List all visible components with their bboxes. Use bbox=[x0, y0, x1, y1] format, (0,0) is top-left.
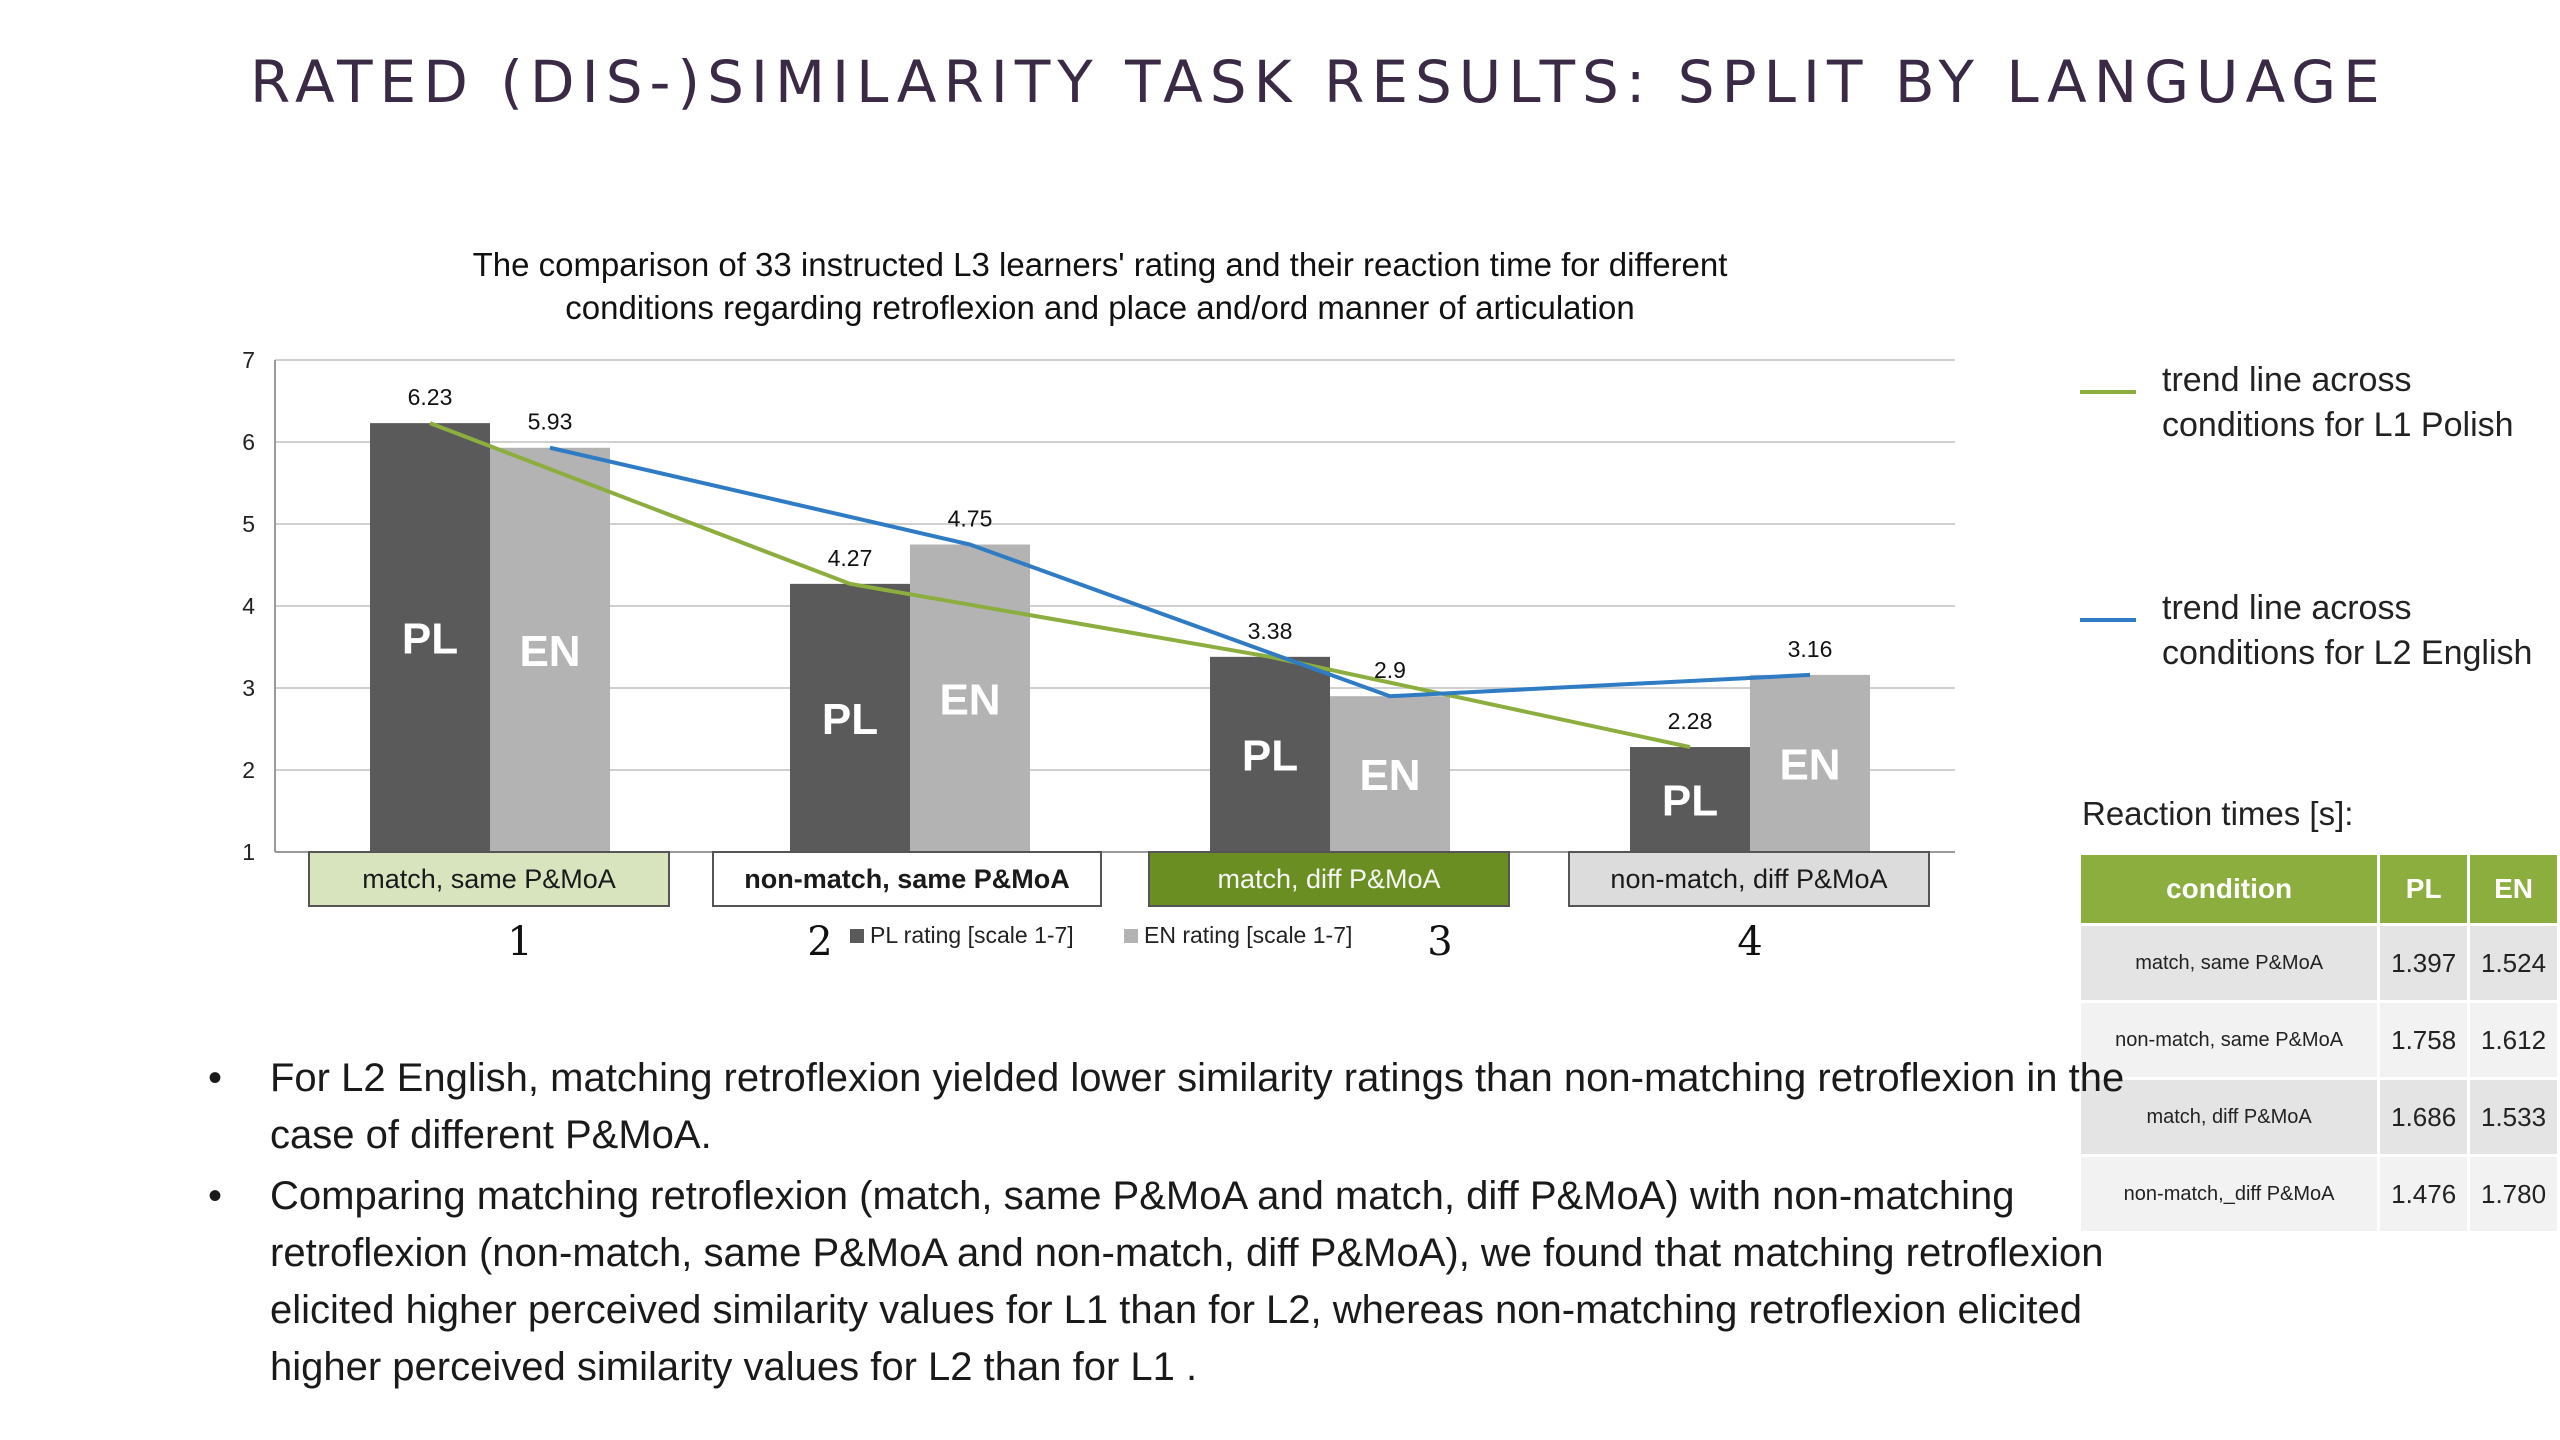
condition-box-3: match, diff P&MoA bbox=[1148, 851, 1510, 907]
findings-list: For L2 English, matching retroflexion yi… bbox=[200, 1050, 2150, 1400]
bar-text-pl-3: PL bbox=[1242, 731, 1298, 780]
trend-legend-en-text: trend line across conditions for L2 Engl… bbox=[2162, 589, 2533, 672]
rt-pl: 1.758 bbox=[2380, 1003, 2468, 1077]
reaction-times-table: condition PL EN match, same P&MoA 1.397 … bbox=[2078, 852, 2560, 1234]
header-pl: PL bbox=[2380, 855, 2468, 923]
bars bbox=[370, 423, 1870, 852]
y-tick-label-7: 7 bbox=[242, 347, 255, 373]
condition-box-1: match, same P&MoA bbox=[308, 851, 670, 907]
rt-en: 1.780 bbox=[2470, 1157, 2557, 1231]
y-tick-label-2: 2 bbox=[242, 757, 255, 783]
bar-pl-2 bbox=[790, 583, 910, 852]
trend-swatch-pl bbox=[2080, 390, 2136, 394]
value-label-en-4: 3.16 bbox=[1788, 636, 1833, 662]
y-tick-label-4: 4 bbox=[242, 593, 255, 619]
trend-swatch-en bbox=[2080, 618, 2136, 622]
condition-label-1: match, same P&MoA bbox=[362, 863, 616, 894]
bar-pl-4 bbox=[1630, 747, 1750, 852]
bar-text-pl-1: PL bbox=[402, 615, 458, 664]
bar-text-pl-2: PL bbox=[822, 695, 878, 744]
rt-en: 1.524 bbox=[2470, 926, 2557, 1000]
trend-legend-pl-text: trend line across conditions for L1 Poli… bbox=[2162, 361, 2514, 444]
trend-line-pl bbox=[429, 421, 1691, 749]
x-axis-categories: 1 2 3 4 bbox=[507, 919, 1762, 965]
table-row: non-match, same P&MoA 1.758 1.612 bbox=[2081, 1003, 2557, 1077]
value-label-pl-4: 2.28 bbox=[1668, 708, 1713, 734]
table-row: non-match,_diff P&MoA 1.476 1.780 bbox=[2081, 1157, 2557, 1231]
condition-label-3: match, diff P&MoA bbox=[1217, 863, 1441, 894]
bar-en-1 bbox=[490, 447, 610, 852]
bar-chart: The comparison of 33 instructed L3 learn… bbox=[242, 246, 1955, 965]
bar-text-en-2: EN bbox=[939, 675, 1000, 724]
value-label-pl-3: 3.38 bbox=[1248, 618, 1293, 644]
value-label-en-1: 5.93 bbox=[528, 409, 573, 435]
value-label-en-2: 4.75 bbox=[948, 506, 993, 532]
x-category-3: 3 bbox=[1427, 919, 1452, 965]
table-row: match, same P&MoA 1.397 1.524 bbox=[2081, 926, 2557, 1000]
condition-box-2: non-match, same P&MoA bbox=[712, 851, 1102, 907]
legend-label-en: EN rating [scale 1-7] bbox=[1144, 922, 1352, 948]
rt-pl: 1.686 bbox=[2380, 1080, 2468, 1154]
bar-pl-1 bbox=[370, 423, 490, 852]
table-header-row: condition PL EN bbox=[2081, 855, 2557, 923]
value-label-pl-2: 4.27 bbox=[828, 545, 873, 571]
legend-label-pl: PL rating [scale 1-7] bbox=[870, 922, 1074, 948]
x-category-1: 1 bbox=[507, 919, 532, 965]
condition-label-2: non-match, same P&MoA bbox=[744, 863, 1070, 894]
slide-title: RATED (DIS-)SIMILARITY TASK RESULTS: SPL… bbox=[250, 48, 2387, 116]
legend-swatch-en bbox=[1124, 929, 1138, 943]
finding-bullet-1: For L2 English, matching retroflexion yi… bbox=[200, 1050, 2150, 1164]
trend-line-en bbox=[549, 445, 1811, 699]
rt-pl: 1.397 bbox=[2380, 926, 2468, 1000]
value-labels: 6.23 PL 4.27 PL 3.38 PL 2.28 PL 5.93 EN 4.75 EN 2.9 E… bbox=[402, 384, 1841, 825]
header-condition: condition bbox=[2081, 855, 2378, 923]
bar-text-en-3: EN bbox=[1359, 751, 1420, 800]
reaction-times-caption: Reaction times [s]: bbox=[2082, 795, 2354, 832]
table-row: match, diff P&MoA 1.686 1.533 bbox=[2081, 1080, 2557, 1154]
bar-pl-3 bbox=[1210, 656, 1330, 852]
y-tick-label-6: 6 bbox=[242, 429, 255, 455]
chart-title-line-2: conditions regarding retroflexion and pl… bbox=[565, 289, 1635, 326]
condition-box-4: non-match, diff P&MoA bbox=[1568, 851, 1930, 907]
bar-text-en-4: EN bbox=[1779, 740, 1840, 789]
value-label-en-3: 2.9 bbox=[1374, 657, 1406, 683]
y-axis-ticks: 1 2 3 4 5 6 7 bbox=[242, 347, 255, 865]
x-category-2: 2 bbox=[807, 919, 832, 965]
finding-bullet-2: Comparing matching retroflexion (match, … bbox=[200, 1168, 2150, 1396]
rt-pl: 1.476 bbox=[2380, 1157, 2468, 1231]
trend-lines bbox=[429, 421, 1811, 749]
y-tick-label-1: 1 bbox=[242, 839, 255, 865]
rt-en: 1.612 bbox=[2470, 1003, 2557, 1077]
bar-en-3 bbox=[1330, 696, 1450, 852]
legend-swatch-pl bbox=[850, 929, 864, 943]
condition-label-4: non-match, diff P&MoA bbox=[1610, 863, 1888, 894]
rt-en: 1.533 bbox=[2470, 1080, 2557, 1154]
bar-text-pl-4: PL bbox=[1662, 777, 1718, 826]
header-en: EN bbox=[2470, 855, 2557, 923]
y-tick-label-5: 5 bbox=[242, 511, 255, 537]
series-legend: PL rating [scale 1-7] EN rating [scale 1… bbox=[850, 922, 1352, 948]
value-label-pl-1: 6.23 bbox=[408, 384, 453, 410]
chart-title-line-1: The comparison of 33 instructed L3 learn… bbox=[473, 246, 1728, 283]
y-tick-label-3: 3 bbox=[242, 675, 255, 701]
bar-en-4 bbox=[1750, 674, 1870, 852]
bar-text-en-1: EN bbox=[519, 627, 580, 676]
rt-condition: match, same P&MoA bbox=[2081, 926, 2378, 1000]
x-category-4: 4 bbox=[1737, 919, 1762, 965]
